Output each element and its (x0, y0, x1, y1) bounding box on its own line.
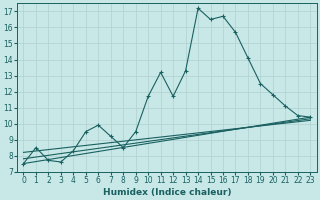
X-axis label: Humidex (Indice chaleur): Humidex (Indice chaleur) (103, 188, 231, 197)
